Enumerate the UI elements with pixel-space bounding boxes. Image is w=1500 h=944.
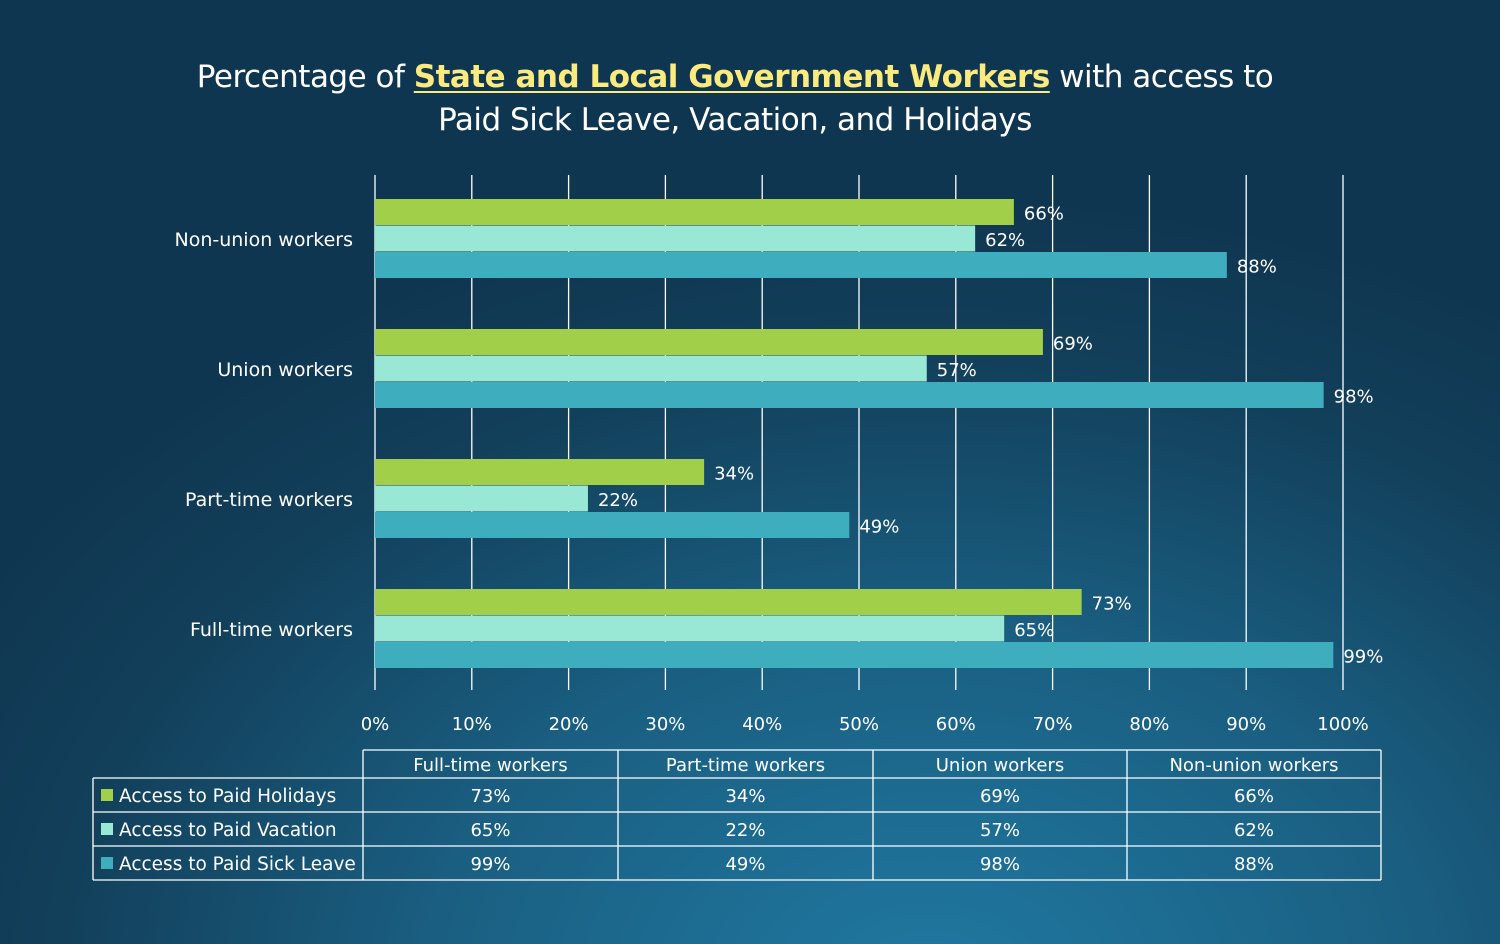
data-label: 99% — [1343, 646, 1383, 667]
title-highlight-link[interactable]: State and Local Government Workers — [413, 59, 1051, 95]
data-label: 34% — [714, 463, 754, 484]
x-tick-label: 100% — [1317, 714, 1368, 735]
x-tick-label: 10% — [452, 714, 492, 735]
x-tick-label: 90% — [1226, 714, 1266, 735]
category-label: Full-time workers — [190, 619, 353, 641]
title-prefix: Percentage of — [196, 59, 414, 95]
bar — [375, 225, 976, 252]
x-tick-label: 60% — [936, 714, 976, 735]
table-cell: 98% — [980, 854, 1020, 875]
chart-title: Percentage of State and Local Government… — [0, 56, 1470, 142]
bar — [375, 485, 588, 512]
table-cell: 22% — [725, 820, 765, 841]
title-line-1: Percentage of State and Local Government… — [0, 56, 1470, 99]
bar — [375, 382, 1324, 408]
table-cell: 34% — [725, 786, 765, 807]
table-cell: 65% — [470, 820, 510, 841]
title-suffix: with access to — [1049, 59, 1274, 95]
bar — [375, 459, 705, 485]
bar — [375, 329, 1043, 355]
table-cell: 69% — [980, 786, 1020, 807]
x-tick-label: 70% — [1033, 714, 1073, 735]
legend-label: Access to Paid Sick Leave — [119, 854, 356, 875]
x-tick-label: 0% — [361, 714, 390, 735]
table-header: Union workers — [936, 755, 1065, 776]
data-label: 88% — [1237, 256, 1277, 277]
data-label: 65% — [1014, 620, 1054, 641]
table-header: Full-time workers — [413, 755, 567, 776]
data-label: 66% — [1024, 203, 1064, 224]
table-cell: 49% — [725, 854, 765, 875]
x-tick-label: 20% — [549, 714, 589, 735]
table-header: Part-time workers — [666, 755, 825, 776]
bar — [375, 355, 927, 382]
legend-label: Access to Paid Holidays — [119, 786, 336, 807]
legend-label: Access to Paid Vacation — [119, 820, 337, 841]
data-label: 69% — [1053, 333, 1093, 354]
category-label: Union workers — [217, 359, 353, 381]
category-label: Part-time workers — [185, 489, 353, 511]
bar — [375, 512, 850, 538]
data-label: 62% — [985, 230, 1025, 251]
data-label: 49% — [859, 516, 899, 537]
table-cell: 62% — [1234, 820, 1274, 841]
table-cell: 73% — [470, 786, 510, 807]
data-label: 57% — [937, 360, 977, 381]
bar — [375, 642, 1334, 668]
legend-swatch — [101, 823, 113, 835]
x-tick-label: 50% — [839, 714, 879, 735]
legend-swatch — [101, 857, 113, 869]
category-label: Non-union workers — [174, 229, 353, 251]
bar — [375, 199, 1014, 225]
table-header: Non-union workers — [1169, 755, 1338, 776]
legend-swatch — [101, 789, 113, 801]
x-tick-label: 30% — [645, 714, 685, 735]
title-line-2: Paid Sick Leave, Vacation, and Holidays — [438, 102, 1032, 138]
data-label: 22% — [598, 490, 638, 511]
data-label: 73% — [1092, 593, 1132, 614]
bar — [375, 252, 1227, 278]
bar — [375, 589, 1082, 615]
table-cell: 66% — [1234, 786, 1274, 807]
x-tick-label: 40% — [742, 714, 782, 735]
table-cell: 57% — [980, 820, 1020, 841]
table-cell: 88% — [1234, 854, 1274, 875]
table-cell: 99% — [470, 854, 510, 875]
x-tick-label: 80% — [1129, 714, 1169, 735]
data-label: 98% — [1334, 386, 1374, 407]
bar — [375, 615, 1005, 642]
